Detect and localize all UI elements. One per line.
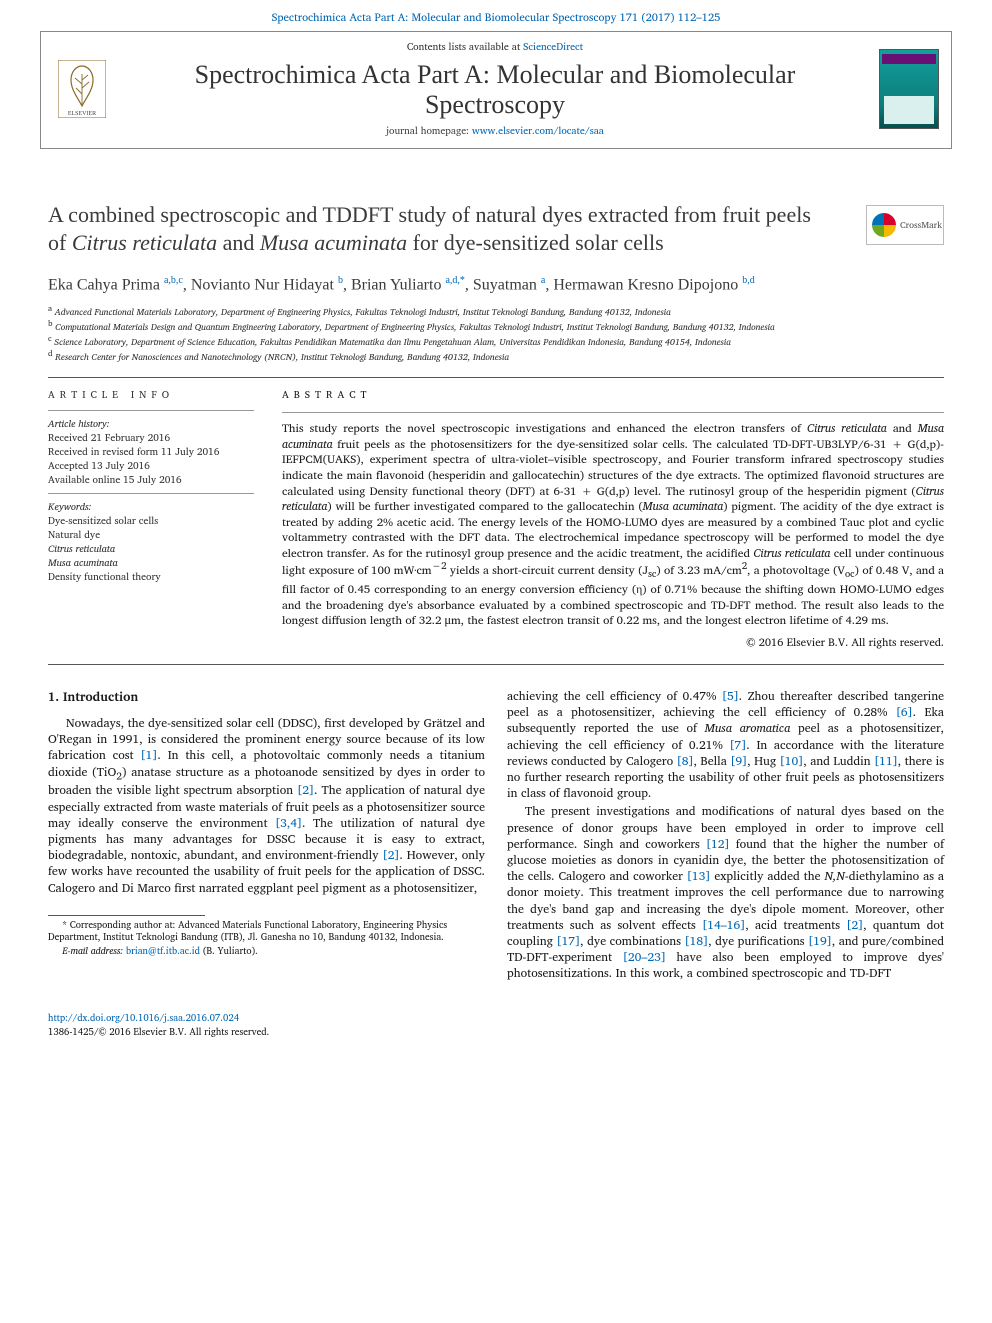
copyright-line: © 2016 Elsevier B.V. All rights reserved… [282,635,944,650]
article-history-label: Article history: [48,417,254,431]
intro-heading: 1. Introduction [48,689,485,706]
corr-email-link[interactable]: brian@tf.itb.ac.id [126,944,200,959]
intro-paragraph: Nowadays, the dye-sensitized solar cell … [48,716,485,897]
svg-text:ELSEVIER: ELSEVIER [68,111,96,117]
email-footnote: E-mail address: brian@tf.itb.ac.id (B. Y… [48,946,485,958]
footer-block: http://dx.doi.org/10.1016/j.saa.2016.07.… [48,1012,944,1039]
crossmark-icon [872,213,896,237]
body-col-right: achieving the cell efficiency of 0.47% [… [507,689,944,984]
article-info-column: ARTICLE INFO Article history: Received 2… [48,378,268,660]
footnote-rule [48,915,205,916]
journal-homepage-link[interactable]: www.elsevier.com/locate/saa [472,123,604,139]
keywords-label: Keywords: [48,500,254,514]
keyword: Dye-sensitized solar cells [48,514,254,528]
abstract-text: This study reports the novel spectroscop… [282,421,944,628]
history-line: Available online 15 July 2016 [48,473,254,487]
top-citation: Spectrochimica Acta Part A: Molecular an… [0,0,992,31]
body-paragraph: The present investigations and modificat… [507,804,944,982]
history-line: Accepted 13 July 2016 [48,459,254,473]
article-info-label: ARTICLE INFO [48,388,254,402]
keyword: Natural dye [48,528,254,542]
affiliations: a Advanced Functional Materials Laborato… [48,303,944,364]
history-line: Received in revised form 11 July 2016 [48,445,254,459]
corresponding-footnote: * Corresponding author at: Advanced Mate… [48,920,485,945]
body-text-columns: 1. Introduction Nowadays, the dye-sensit… [48,689,944,984]
history-line: Received 21 February 2016 [48,431,254,445]
authors-line: Eka Cahya Prima a,b,c, Novianto Nur Hida… [48,274,944,297]
article-title: A combined spectroscopic and TDDFT study… [48,201,828,256]
journal-title-block: Contents lists available at ScienceDirec… [123,40,867,138]
abstract-column: ABSTRACT This study reports the novel sp… [268,378,944,660]
crossmark-badge[interactable]: CrossMark [866,205,944,245]
journal-cover-thumb [879,49,939,129]
keyword: Citrus reticulata [48,542,254,556]
body-col-left: 1. Introduction Nowadays, the dye-sensit… [48,689,485,984]
journal-header-box: ELSEVIER Contents lists available at Sci… [40,31,952,149]
sciencedirect-link[interactable]: ScienceDirect [523,39,583,55]
crossmark-label: CrossMark [900,219,942,232]
abstract-label: ABSTRACT [282,388,944,402]
elsevier-logo: ELSEVIER [53,60,111,118]
journal-title: Spectrochimica Acta Part A: Molecular an… [123,60,867,120]
contents-lists-line: Contents lists available at ScienceDirec… [123,40,867,54]
journal-homepage: journal homepage: www.elsevier.com/locat… [123,124,867,138]
divider-bottom [48,664,944,665]
issn-line: 1386-1425/© 2016 Elsevier B.V. All right… [48,1026,944,1039]
body-paragraph: achieving the cell efficiency of 0.47% [… [507,689,944,802]
keyword: Musa acuminata [48,556,254,570]
keyword: Density functional theory [48,570,254,584]
